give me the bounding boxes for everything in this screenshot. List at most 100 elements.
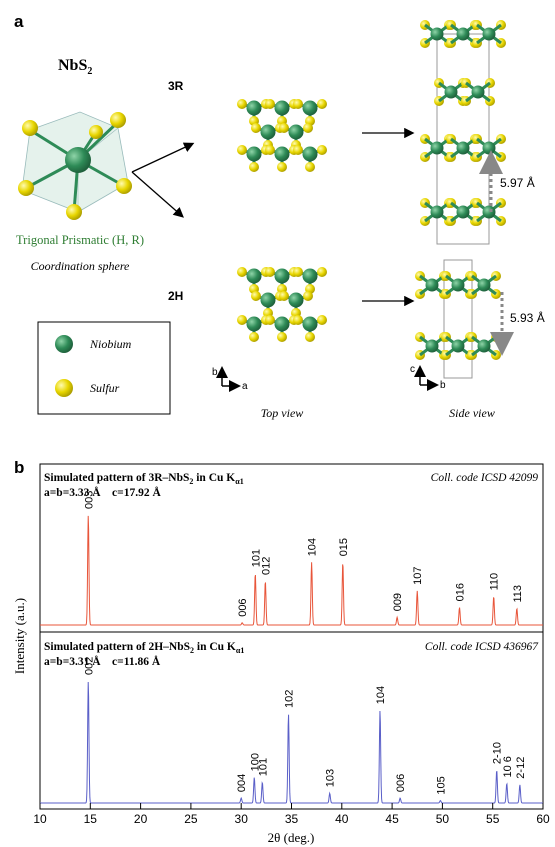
2h-icsd-code: Coll. code ICSD 436967 xyxy=(425,641,539,653)
sulfur-atom xyxy=(237,267,247,277)
peak-label: 004 xyxy=(236,774,248,792)
plot-frame xyxy=(39,463,544,810)
niobium-atom xyxy=(471,85,485,99)
sulfur-atom xyxy=(305,332,315,342)
3r-side-view-structure xyxy=(420,20,506,245)
3r-icsd-code: Coll. code ICSD 42099 xyxy=(431,472,539,484)
niobium-atom xyxy=(425,339,439,353)
niobium-atom xyxy=(482,205,496,219)
sulfur-atom xyxy=(251,123,261,133)
peak-label: 110 xyxy=(489,573,501,591)
sphere-label: Coordination sphere xyxy=(31,259,130,273)
niobium-atom xyxy=(477,278,491,292)
niobium-atom xyxy=(246,146,262,162)
niobium-atom xyxy=(456,27,470,41)
niobium-atom xyxy=(246,100,262,116)
peak-label: 105 xyxy=(435,776,447,794)
spacing-3r-label: 5.97 Å xyxy=(500,175,535,190)
peak-label: 015 xyxy=(338,538,350,556)
sulfur-atom xyxy=(305,162,315,172)
peak-label: 2-12 xyxy=(515,757,527,779)
niobium-atom xyxy=(260,124,276,140)
2h-top-view-structure xyxy=(237,267,327,342)
niobium-atom xyxy=(477,339,491,353)
2h-lattice: a=b=3.31 Å c=11.86 Å xyxy=(44,654,161,668)
legend-niobium: Niobium xyxy=(89,337,132,351)
sulfur-atom xyxy=(279,123,289,133)
niobium-atom xyxy=(302,316,318,332)
niobium-atom xyxy=(430,141,444,155)
side-view-axes xyxy=(414,365,439,391)
sulfur-atom xyxy=(317,267,327,277)
niobium-atom xyxy=(456,205,470,219)
top-view-axes xyxy=(216,366,241,392)
niobium-atom xyxy=(430,205,444,219)
sulfur-atom xyxy=(303,123,313,133)
peak-label: 101 xyxy=(257,758,269,776)
sulfur-atom xyxy=(317,99,327,109)
niobium-atom xyxy=(302,146,318,162)
sulfur-atom xyxy=(237,145,247,155)
sulfur-atom xyxy=(237,315,247,325)
top-view-caption: Top view xyxy=(261,406,304,420)
niobium-atom xyxy=(274,100,290,116)
axis-a-top: a xyxy=(242,381,248,392)
niobium-atom xyxy=(456,141,470,155)
compound-formula: NbS2 xyxy=(58,57,92,77)
niobium-atom xyxy=(274,268,290,284)
niobium-atom xyxy=(451,339,465,353)
sulfur-atom xyxy=(293,99,303,109)
coordination-polyhedron xyxy=(18,111,132,220)
panel-a-label: a xyxy=(14,12,24,31)
x-tick-label: 40 xyxy=(335,812,349,826)
sulfur-atom xyxy=(277,162,287,172)
sulfur-atom xyxy=(265,145,275,155)
niobium-atom xyxy=(482,27,496,41)
niobium-atom xyxy=(274,146,290,162)
sulfur-atom xyxy=(277,332,287,342)
sulfur-atom xyxy=(293,315,303,325)
arrow-to-3r xyxy=(131,142,195,173)
axis-c-side: c xyxy=(410,364,415,375)
x-axis-label: 2θ (deg.) xyxy=(268,830,315,845)
3r-title: Simulated pattern of 3R–NbS2 in Cu Kα1 xyxy=(44,472,244,486)
niobium-atom xyxy=(444,85,458,99)
peak-label: 10 6 xyxy=(502,756,514,777)
peak-label: 012 xyxy=(260,557,272,575)
peak-label: 009 xyxy=(392,593,404,611)
niobium-atom xyxy=(482,141,496,155)
polytype-2h-label: 2H xyxy=(168,289,183,303)
x-tick-label: 15 xyxy=(84,812,98,826)
side-view-caption: Side view xyxy=(449,406,495,420)
peak-label: 102 xyxy=(283,690,295,708)
x-tick-label: 45 xyxy=(385,812,399,826)
niobium-legend-icon xyxy=(55,335,73,353)
niobium-atom xyxy=(260,292,276,308)
peak-label: 016 xyxy=(455,583,467,601)
spacing-2h-label: 5.93 Å xyxy=(510,310,545,325)
niobium-atom xyxy=(451,278,465,292)
peak-label: 101 xyxy=(250,549,262,567)
sulfur-atom xyxy=(265,267,275,277)
sulfur-atom xyxy=(265,315,275,325)
atom-legend: Niobium Sulfur xyxy=(37,321,171,415)
sulfur-atom xyxy=(317,145,327,155)
peak-label: 006 xyxy=(237,598,249,616)
x-tick-label: 25 xyxy=(184,812,198,826)
sulfur-atom xyxy=(251,291,261,301)
2h-side-view-structure xyxy=(415,259,501,379)
x-tick-label: 55 xyxy=(486,812,500,826)
x-tick-label: 50 xyxy=(436,812,450,826)
sulfur-atom xyxy=(249,332,259,342)
peak-label: 002 xyxy=(83,657,95,675)
niobium-atom xyxy=(246,316,262,332)
peak-label: 104 xyxy=(307,538,319,556)
niobium-atom xyxy=(288,124,304,140)
sulfur-atom xyxy=(279,291,289,301)
sulfur-atom xyxy=(249,162,259,172)
peak-label: 104 xyxy=(375,686,387,704)
